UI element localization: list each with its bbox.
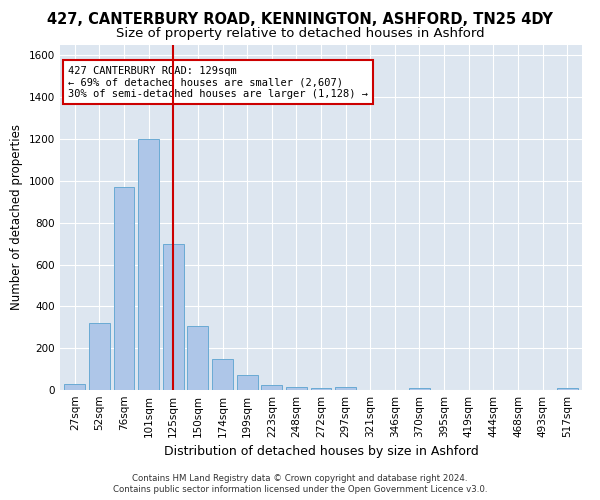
Text: Contains HM Land Registry data © Crown copyright and database right 2024.
Contai: Contains HM Land Registry data © Crown c… bbox=[113, 474, 487, 494]
Bar bbox=[212, 358, 233, 390]
Bar bbox=[89, 323, 110, 390]
Bar bbox=[236, 376, 257, 390]
Bar bbox=[64, 384, 85, 390]
Bar bbox=[138, 139, 159, 390]
Bar bbox=[286, 387, 307, 390]
X-axis label: Distribution of detached houses by size in Ashford: Distribution of detached houses by size … bbox=[164, 446, 478, 458]
Text: 427 CANTERBURY ROAD: 129sqm
← 69% of detached houses are smaller (2,607)
30% of : 427 CANTERBURY ROAD: 129sqm ← 69% of det… bbox=[68, 66, 368, 99]
Bar bbox=[113, 187, 134, 390]
Y-axis label: Number of detached properties: Number of detached properties bbox=[10, 124, 23, 310]
Bar bbox=[557, 388, 578, 390]
Text: 427, CANTERBURY ROAD, KENNINGTON, ASHFORD, TN25 4DY: 427, CANTERBURY ROAD, KENNINGTON, ASHFOR… bbox=[47, 12, 553, 28]
Bar bbox=[187, 326, 208, 390]
Text: Size of property relative to detached houses in Ashford: Size of property relative to detached ho… bbox=[116, 28, 484, 40]
Bar bbox=[311, 388, 331, 390]
Bar bbox=[335, 387, 356, 390]
Bar bbox=[409, 388, 430, 390]
Bar bbox=[261, 385, 282, 390]
Bar bbox=[163, 244, 184, 390]
